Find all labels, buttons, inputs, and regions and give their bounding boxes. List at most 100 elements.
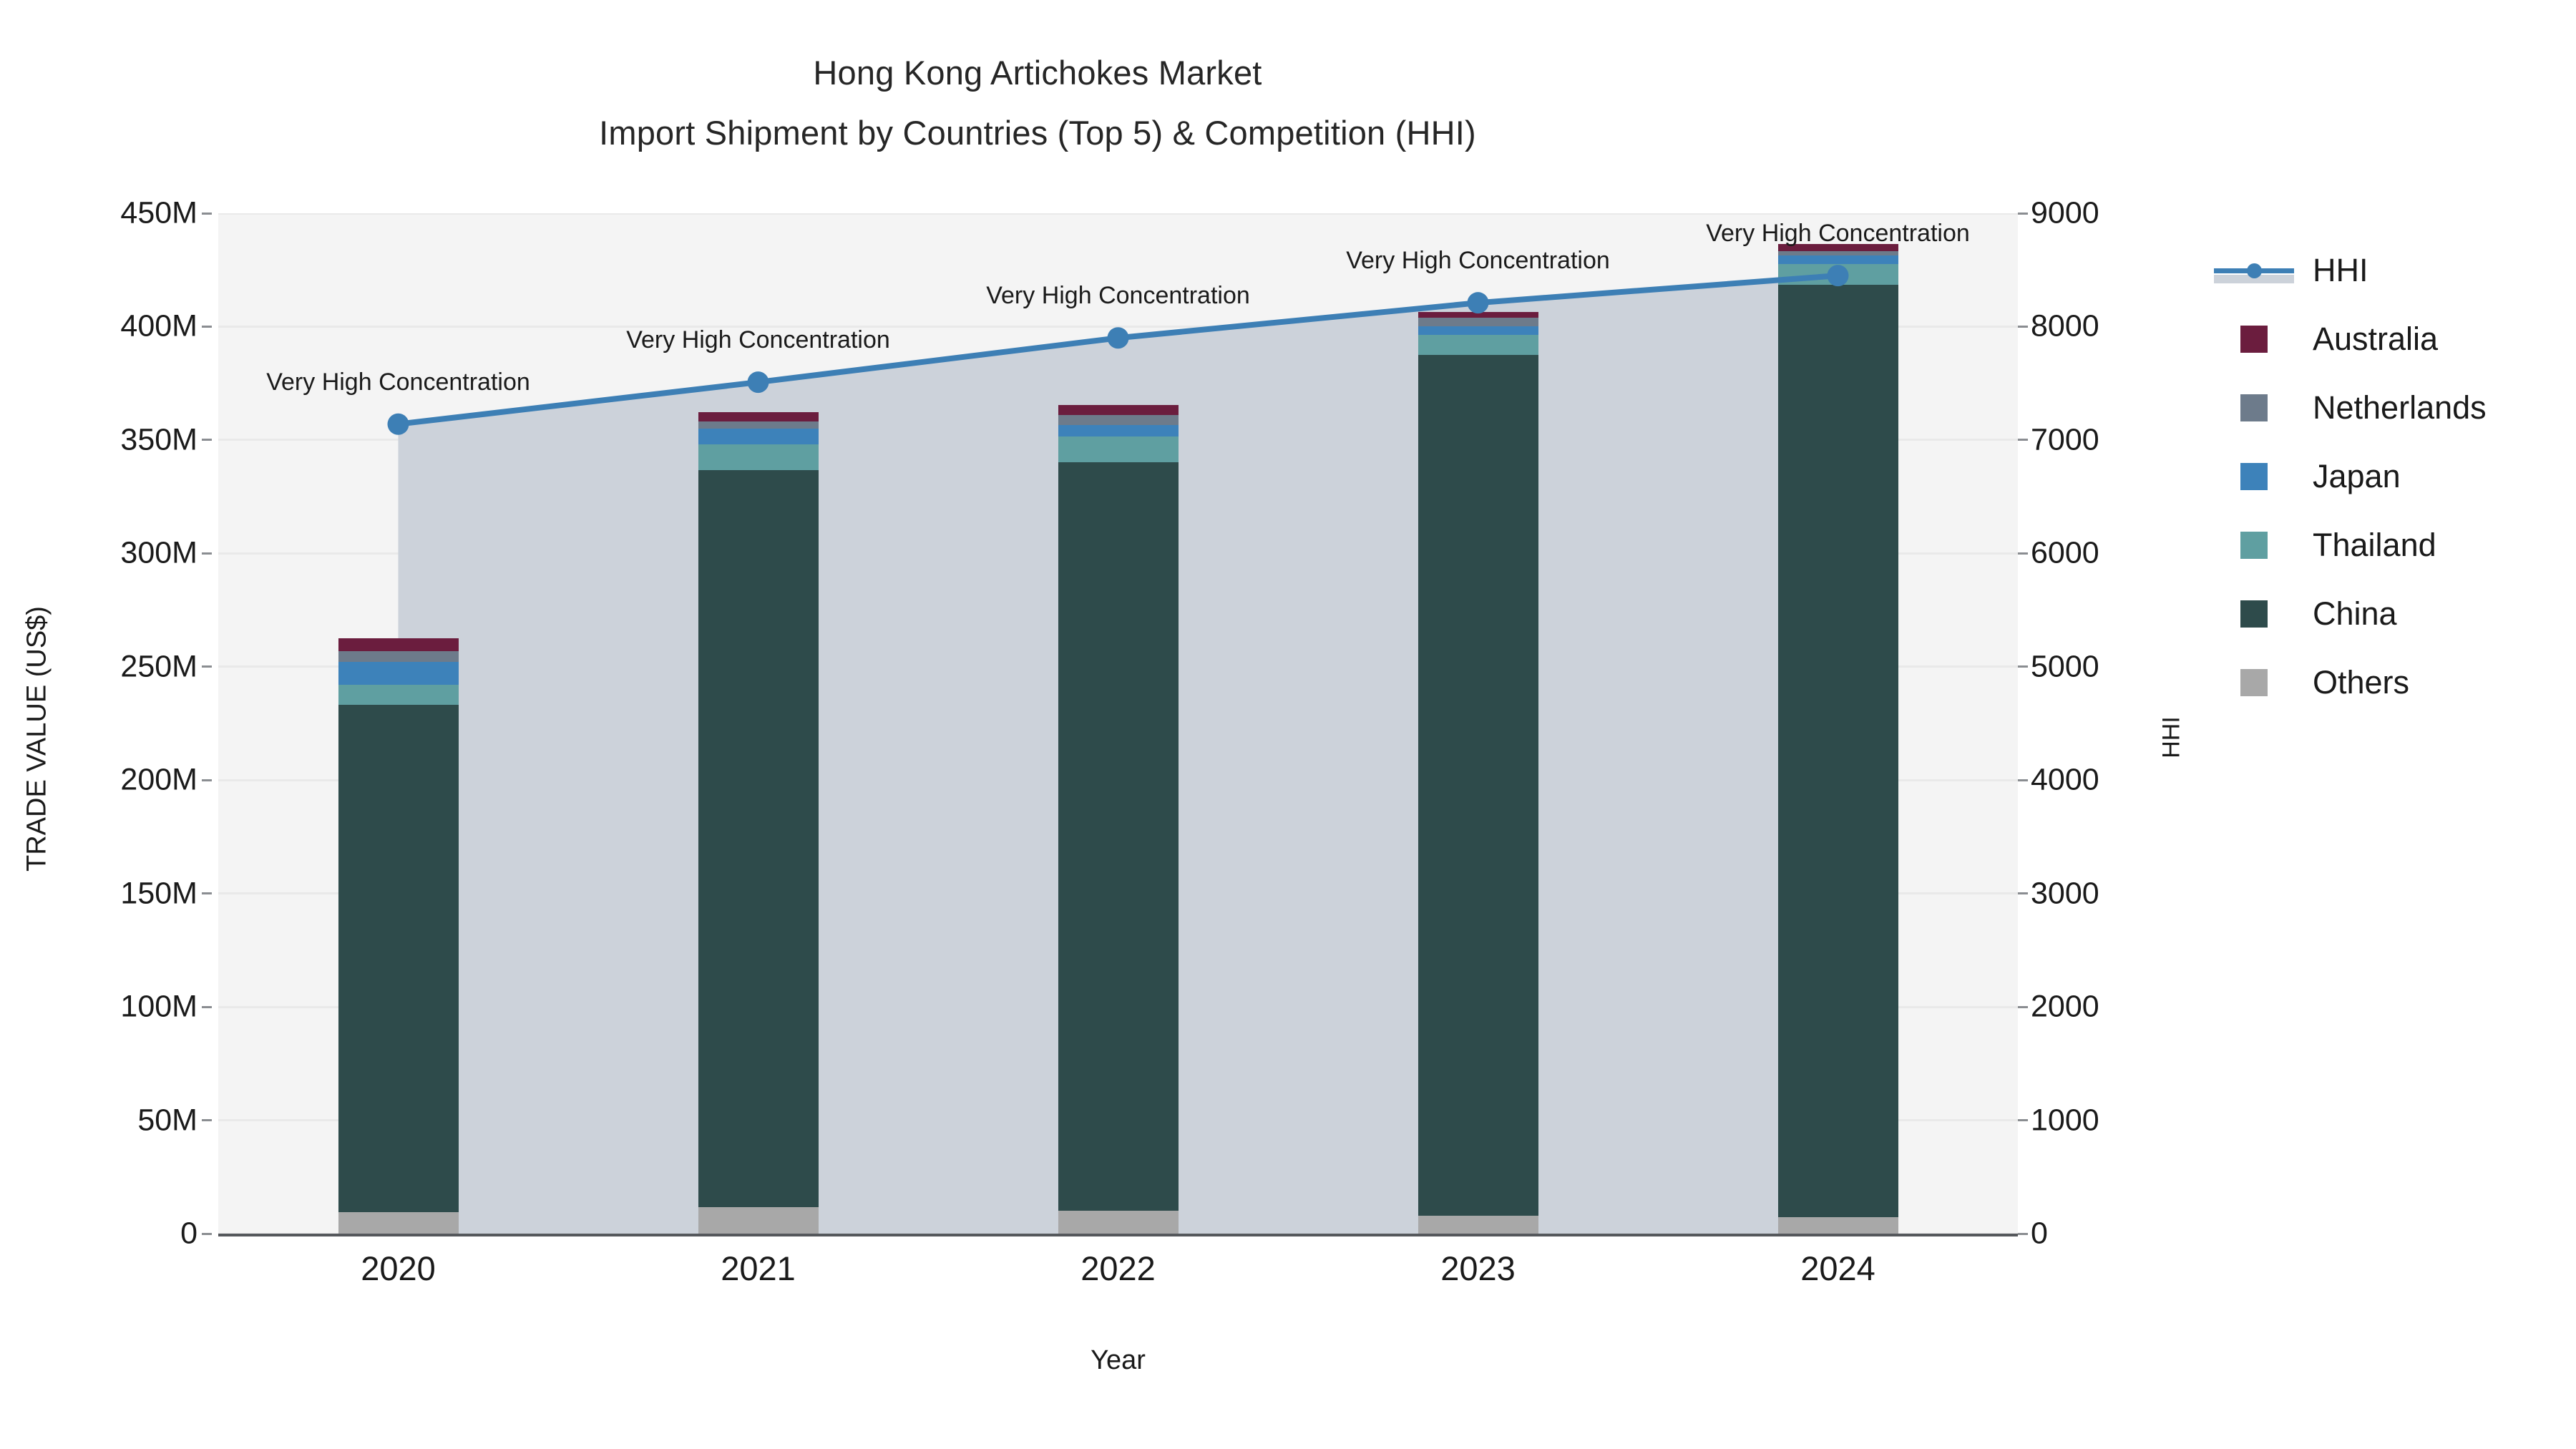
bar-segment-netherlands[interactable] bbox=[1777, 251, 1898, 256]
tick-mark bbox=[202, 665, 212, 668]
y-axis-left-title: TRADE VALUE (US$) bbox=[21, 606, 52, 872]
bar-segment-australia[interactable] bbox=[338, 638, 459, 651]
tick-mark bbox=[2018, 552, 2028, 555]
tick-mark bbox=[202, 1005, 212, 1008]
color-swatch-icon bbox=[2240, 326, 2268, 353]
tick-mark bbox=[202, 779, 212, 781]
bar-2022[interactable] bbox=[1058, 404, 1179, 1234]
legend-line-key-icon bbox=[2211, 260, 2297, 283]
bar-segment-japan[interactable] bbox=[698, 429, 819, 444]
color-swatch-icon bbox=[2240, 463, 2268, 490]
legend-item-netherlands[interactable]: Netherlands bbox=[2211, 374, 2487, 442]
bar-segment-china[interactable] bbox=[698, 470, 819, 1207]
bar-segment-others[interactable] bbox=[1777, 1216, 1898, 1234]
bar-segment-netherlands[interactable] bbox=[338, 650, 459, 663]
color-swatch-icon bbox=[2240, 669, 2268, 696]
bar-segment-thailand[interactable] bbox=[1418, 334, 1538, 355]
bar-segment-australia[interactable] bbox=[1058, 404, 1179, 416]
tick-mark bbox=[202, 892, 212, 895]
tick-mark bbox=[202, 212, 212, 215]
bar-segment-australia[interactable] bbox=[1777, 244, 1898, 252]
legend-item-japan[interactable]: Japan bbox=[2211, 442, 2487, 511]
tick-mark bbox=[202, 439, 212, 441]
y-axis-right-tick: 2000 bbox=[2018, 990, 2174, 1025]
y-axis-right-tick: 3000 bbox=[2018, 876, 2174, 911]
legend-swatch-icon bbox=[2211, 463, 2297, 490]
legend-item-label: Others bbox=[2313, 664, 2410, 701]
bar-segment-china[interactable] bbox=[338, 704, 459, 1212]
legend-item-label: Japan bbox=[2313, 458, 2401, 494]
legend-item-others[interactable]: Others bbox=[2211, 648, 2487, 717]
gridline bbox=[218, 213, 2018, 215]
tick-mark bbox=[202, 1232, 212, 1235]
annotation-2020: Very High Concentration bbox=[266, 368, 530, 396]
y-axis-right-tick: 8000 bbox=[2018, 309, 2174, 344]
plot-area bbox=[218, 213, 2018, 1234]
y-axis-left-tick: 100M bbox=[0, 990, 212, 1025]
y-axis-left-tick: 150M bbox=[0, 876, 212, 911]
legend-item-label: Thailand bbox=[2313, 527, 2436, 563]
bar-segment-netherlands[interactable] bbox=[1058, 415, 1179, 426]
bar-segment-thailand[interactable] bbox=[1777, 264, 1898, 285]
bar-segment-japan[interactable] bbox=[1777, 255, 1898, 265]
tick-mark bbox=[2018, 1232, 2028, 1235]
y-axis-right-tick: 0 bbox=[2018, 1216, 2174, 1252]
tick-mark bbox=[2018, 1119, 2028, 1122]
bar-segment-japan[interactable] bbox=[1418, 326, 1538, 335]
y-axis-left-tick: 350M bbox=[0, 422, 212, 457]
circle-marker-icon bbox=[2247, 263, 2262, 278]
legend-item-china[interactable]: China bbox=[2211, 580, 2487, 648]
tick-mark bbox=[2018, 325, 2028, 328]
annotation-2024: Very High Concentration bbox=[1706, 220, 1970, 248]
bar-segment-china[interactable] bbox=[1058, 462, 1179, 1211]
x-axis-title: Year bbox=[1091, 1345, 1146, 1375]
bar-2024[interactable] bbox=[1777, 244, 1898, 1234]
bar-segment-australia[interactable] bbox=[1418, 312, 1538, 318]
bar-segment-australia[interactable] bbox=[698, 411, 819, 422]
bar-segment-thailand[interactable] bbox=[698, 444, 819, 471]
line-marker-icon bbox=[2214, 260, 2294, 283]
annotation-2022: Very High Concentration bbox=[986, 282, 1250, 310]
legend-item-thailand[interactable]: Thailand bbox=[2211, 511, 2487, 580]
y-axis-right-tick: 7000 bbox=[2018, 422, 2174, 457]
area-band bbox=[2214, 275, 2294, 283]
legend-item-label: HHI bbox=[2313, 252, 2368, 288]
bar-segment-china[interactable] bbox=[1418, 354, 1538, 1216]
bar-segment-others[interactable] bbox=[698, 1206, 819, 1234]
legend-swatch-icon bbox=[2211, 326, 2297, 353]
bar-segment-others[interactable] bbox=[338, 1211, 459, 1234]
bar-segment-others[interactable] bbox=[1418, 1215, 1538, 1234]
color-swatch-icon bbox=[2240, 532, 2268, 559]
legend-item-australia[interactable]: Australia bbox=[2211, 305, 2487, 374]
tick-mark bbox=[2018, 779, 2028, 781]
color-swatch-icon bbox=[2240, 394, 2268, 421]
bar-segment-thailand[interactable] bbox=[1058, 436, 1179, 462]
legend-item-label: Australia bbox=[2313, 321, 2439, 357]
bar-segment-netherlands[interactable] bbox=[1418, 318, 1538, 327]
y-axis-right-tick: 9000 bbox=[2018, 196, 2174, 231]
chart-title-line-1: Hong Kong Artichokes Market bbox=[813, 54, 1262, 92]
bar-segment-thailand[interactable] bbox=[338, 685, 459, 705]
y-axis-left-tick: 250M bbox=[0, 649, 212, 684]
y-axis-left-tick: 0 bbox=[0, 1216, 212, 1252]
legend-item-hhi[interactable]: HHI bbox=[2211, 236, 2487, 305]
bar-segment-japan[interactable] bbox=[338, 662, 459, 686]
legend-swatch-icon bbox=[2211, 532, 2297, 559]
legend: HHI Australia Netherlands Japan Thailand Chin… bbox=[2211, 236, 2487, 717]
bar-segment-china[interactable] bbox=[1777, 284, 1898, 1217]
bar-segment-japan[interactable] bbox=[1058, 425, 1179, 436]
x-axis-tick-2024: 2024 bbox=[1800, 1249, 1875, 1287]
tick-mark bbox=[2018, 892, 2028, 895]
x-axis-tick-2021: 2021 bbox=[721, 1249, 796, 1287]
y-axis-right-title: HHI bbox=[2157, 716, 2185, 758]
tick-mark bbox=[202, 1119, 212, 1122]
legend-item-label: China bbox=[2313, 595, 2397, 632]
bar-2021[interactable] bbox=[698, 411, 819, 1234]
bar-2023[interactable] bbox=[1418, 312, 1538, 1234]
legend-swatch-icon bbox=[2211, 669, 2297, 696]
x-axis-tick-2022: 2022 bbox=[1080, 1249, 1156, 1287]
bar-segment-netherlands[interactable] bbox=[698, 421, 819, 429]
bar-segment-others[interactable] bbox=[1058, 1210, 1179, 1234]
bar-2020[interactable] bbox=[338, 638, 459, 1234]
